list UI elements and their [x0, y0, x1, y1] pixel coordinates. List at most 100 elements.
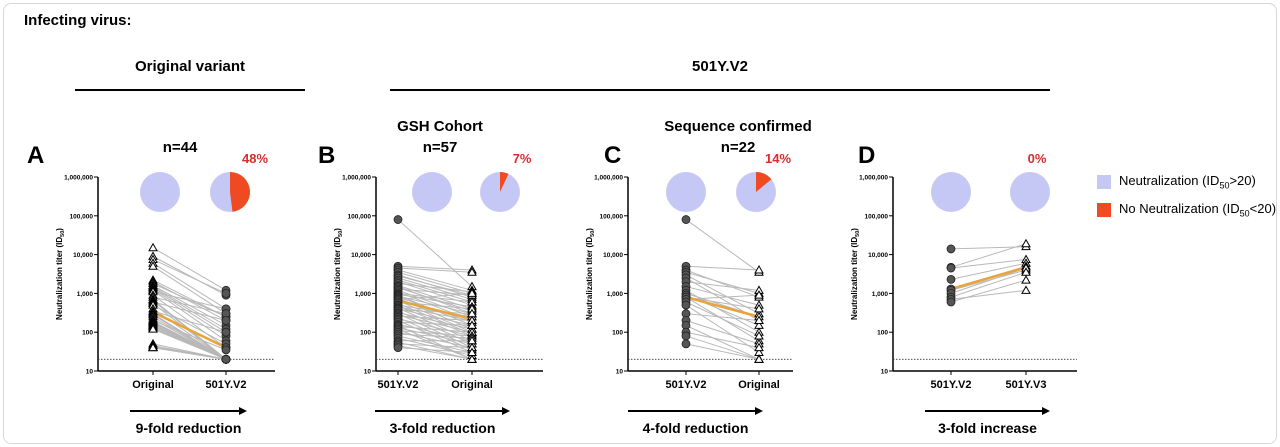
panel-d: D 0% 10 100 1,000 10,000 100,000 1,000,000 Neutr… [850, 142, 1077, 436]
pair-line [397, 341, 473, 360]
x-tick-label: 501Y.V2 [666, 379, 707, 391]
pair-line [397, 309, 473, 315]
arrow-head-icon [502, 407, 510, 415]
panel-letter: A [27, 142, 44, 169]
pair-line [685, 286, 760, 306]
data-point-circle [221, 327, 231, 337]
pie-no-neutralization [230, 172, 251, 212]
pair-line [397, 279, 473, 303]
panel-title: GSH Cohort [397, 118, 483, 135]
y-tick-label: 10,000 [73, 252, 93, 259]
pair-line [397, 315, 473, 322]
pair-line [152, 286, 227, 330]
pair-line [950, 289, 1027, 300]
pair-line [152, 303, 227, 360]
pair-line [397, 306, 473, 322]
pair-line [397, 330, 473, 337]
data-point-circle [946, 297, 956, 307]
pie-neutralization [931, 172, 971, 212]
x-tick-label: 501Y.V2 [931, 379, 972, 391]
pie-neutralization [412, 172, 452, 212]
pair-line [152, 255, 227, 296]
pair-line [685, 313, 760, 322]
mean-line [152, 310, 227, 349]
panel-letter: C [604, 142, 621, 169]
data-point-triangle [754, 342, 764, 352]
legend: Neutralization (ID50>20) No Neutralizati… [1097, 168, 1276, 224]
legend-swatch [1097, 203, 1111, 217]
y-tick-label: 1,000 [872, 291, 889, 298]
data-point-triangle [1021, 275, 1031, 284]
pair-line [152, 258, 227, 294]
pair-line [397, 219, 473, 287]
data-point-circle [393, 215, 403, 224]
pair-line [152, 301, 227, 322]
figure-frame [3, 3, 1277, 444]
percent-label: 48% [242, 151, 268, 166]
y-tick-label: 10 [364, 369, 372, 376]
pair-line [397, 308, 473, 326]
pie-neutralization [666, 172, 706, 212]
x-tick-label: 501Y.V3 [1006, 379, 1047, 391]
y-tick-label: 1,000 [607, 291, 624, 298]
data-point-triangle [148, 324, 158, 333]
legend-label: Neutralization (ID50>20) [1119, 173, 1256, 191]
data-point-triangle [148, 261, 158, 270]
data-point-circle [221, 354, 231, 364]
data-point-triangle [754, 303, 764, 313]
data-point-triangle [754, 315, 764, 325]
panel-letter: B [318, 142, 335, 169]
pair-line [397, 313, 473, 349]
y-tick-label: 10 [616, 369, 624, 376]
pair-line [397, 265, 473, 271]
percent-label: 0% [1028, 151, 1047, 166]
panel-subtitle: n=22 [721, 139, 756, 156]
y-tick-label: 100 [877, 330, 888, 337]
legend-label: No Neutralization (ID50<20) [1119, 201, 1277, 219]
data-point-triangle [754, 265, 764, 274]
arrow-head-icon [239, 407, 247, 415]
y-axis-label: Neutralization titer (ID50) [850, 228, 861, 320]
mean-line [950, 266, 1027, 291]
data-point-circle [946, 274, 956, 284]
y-tick-label: 100 [82, 330, 93, 337]
pair-line [152, 296, 227, 315]
y-tick-label: 1,000 [355, 291, 372, 298]
y-tick-label: 100 [612, 330, 623, 337]
pair-line [685, 281, 760, 291]
data-point-triangle [467, 267, 477, 276]
pair-line [950, 271, 1027, 298]
y-tick-label: 10 [881, 369, 889, 376]
pair-line [397, 312, 473, 330]
data-point-circle [681, 339, 691, 349]
pair-line [397, 271, 473, 294]
data-point-circle [221, 316, 231, 325]
pair-line [397, 292, 473, 300]
y-tick-label: 1,000,000 [859, 175, 888, 182]
y-tick-label: 100 [360, 330, 371, 337]
x-tick-label: Original [451, 379, 493, 391]
x-tick-label: 501Y.V2 [378, 379, 419, 391]
y-tick-label: 100,000 [348, 213, 372, 220]
data-point-triangle [754, 354, 764, 363]
fold-label: 3-fold increase [938, 420, 1037, 436]
pair-line [397, 282, 473, 293]
pair-line [950, 279, 1027, 303]
pair-line [397, 287, 473, 312]
pie-neutralization [1010, 172, 1050, 212]
pair-line [397, 295, 473, 315]
mean-line [685, 295, 760, 318]
pair-line [397, 321, 473, 326]
group-label-501yv2: 501Y.V2 [692, 58, 748, 75]
legend-item-neutralization: Neutralization (ID50>20) [1097, 168, 1276, 196]
data-point-circle [946, 263, 956, 273]
pair-line [950, 243, 1027, 268]
pair-line [950, 262, 1027, 280]
pair-line [152, 288, 227, 337]
pie-no-neutralization [500, 172, 509, 192]
y-axis-label: Neutralization titer (ID50) [585, 228, 596, 320]
fold-label: 4-fold reduction [643, 420, 749, 436]
infecting-virus-label: Infecting virus: [24, 12, 132, 29]
data-point-circle [221, 345, 231, 355]
